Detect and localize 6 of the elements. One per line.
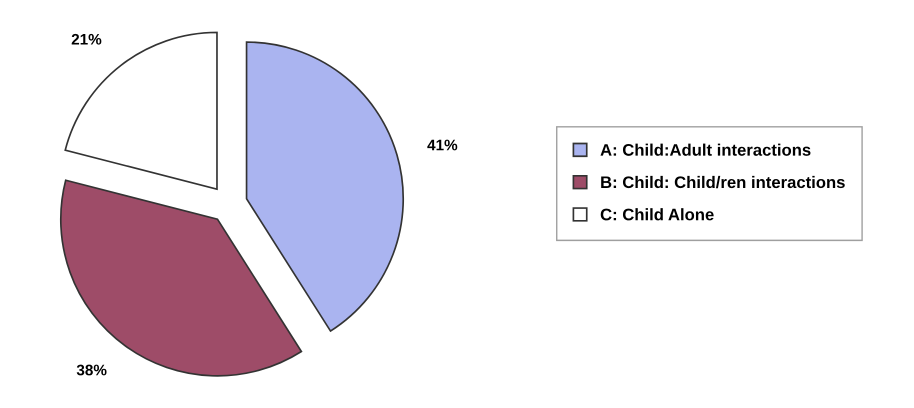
data-label: 41% <box>427 140 458 150</box>
data-label: 38% <box>76 364 107 376</box>
data-label: 21% <box>72 34 102 45</box>
legend-label: B: Child: Child/ren interactions <box>601 176 845 188</box>
legend-label: A: Child:Adult interactions <box>600 144 810 156</box>
legend-label: C: Child Alone <box>600 208 714 220</box>
